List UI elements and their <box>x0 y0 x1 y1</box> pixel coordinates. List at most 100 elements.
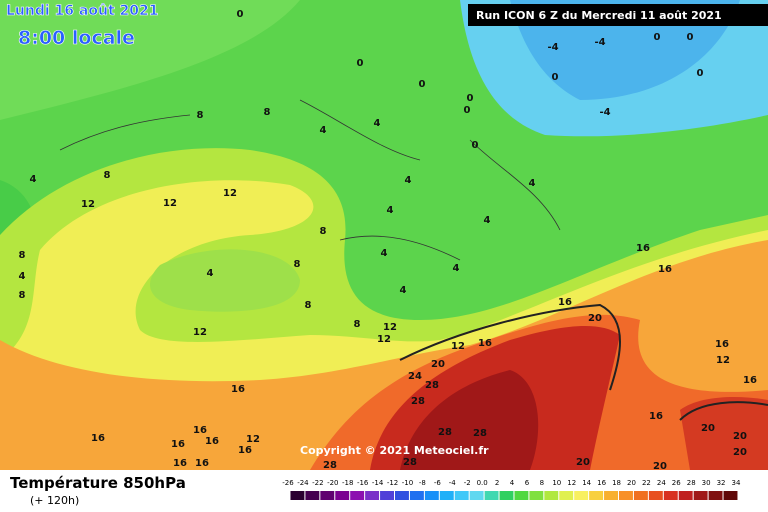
scale-label: 6 <box>525 479 530 487</box>
contour-label: 12 <box>193 327 207 338</box>
scale-label: -20 <box>327 479 338 487</box>
scale-swatch <box>723 491 738 500</box>
cool-pocket <box>150 249 300 312</box>
contour-label: 16 <box>205 436 219 447</box>
contour-label: 4 <box>453 263 460 274</box>
scale-label: 26 <box>672 479 681 487</box>
scale-swatch <box>380 491 394 500</box>
contour-label: 12 <box>451 341 465 352</box>
contour-label: 0 <box>419 79 426 90</box>
scale-swatch <box>559 491 574 500</box>
contour-label: 24 <box>408 371 422 382</box>
scale-label: -2 <box>464 479 471 487</box>
contour-label: 12 <box>81 199 95 210</box>
contour-label: 0 <box>357 58 364 69</box>
contour-label: 4 <box>30 174 37 185</box>
contour-label: 4 <box>381 248 388 259</box>
scale-swatch <box>350 491 365 500</box>
contour-label: 0 <box>472 140 479 151</box>
scale-swatch <box>335 491 350 500</box>
contour-label: 4 <box>400 285 407 296</box>
contour-label: -4 <box>547 42 558 53</box>
contour-label: 28 <box>323 460 337 471</box>
coastlines <box>59 99 561 261</box>
scale-swatch <box>693 491 708 500</box>
contour-label: 4 <box>529 178 536 189</box>
contour-label: 20 <box>588 313 602 324</box>
contour-label: 16 <box>478 338 492 349</box>
scale-label: -10 <box>402 479 413 487</box>
contour-label: 28 <box>425 380 439 391</box>
scale-swatch <box>678 491 693 500</box>
contour-label: 4 <box>374 118 381 129</box>
contour-label: 4 <box>320 125 327 136</box>
scale-label: -26 <box>282 479 294 487</box>
contour-label: 4 <box>484 215 491 226</box>
scale-swatch <box>320 491 335 500</box>
contour-label: 8 <box>294 259 301 270</box>
scale-label: 28 <box>687 479 696 487</box>
contour-label: 20 <box>576 457 590 468</box>
scale-label: -4 <box>449 479 457 487</box>
contour-label: 16 <box>195 458 209 469</box>
scale-label: -24 <box>297 479 309 487</box>
scale-swatch <box>708 491 723 500</box>
contour-label: 20 <box>733 447 747 458</box>
contour-label: 8 <box>19 290 26 301</box>
contour-label: 8 <box>354 319 361 330</box>
scale-swatch <box>589 491 604 500</box>
contour-label: 28 <box>403 457 417 468</box>
scale-swatch <box>424 491 439 500</box>
scale-swatch <box>290 491 305 500</box>
contour-label: 16 <box>743 375 757 386</box>
contour-label: 0 <box>237 9 244 20</box>
contour-label: 0 <box>654 32 661 43</box>
east-hot-area <box>680 397 768 470</box>
scale-label: -16 <box>357 479 369 487</box>
scale-label: 32 <box>717 479 726 487</box>
run-box <box>468 4 768 26</box>
contour-label: 16 <box>231 384 245 395</box>
contour-label: 4 <box>207 268 214 279</box>
footer-title: Température 850hPa <box>10 474 186 492</box>
contour-label: 16 <box>238 445 252 456</box>
scale-label: 20 <box>627 479 636 487</box>
scale-label: 16 <box>597 479 606 487</box>
scale-swatch <box>305 491 320 500</box>
contour-label: 12 <box>163 198 177 209</box>
scale-swatch <box>514 491 529 500</box>
copyright: Copyright © 2021 Meteociel.fr <box>300 444 489 457</box>
contour-label: 12 <box>223 188 237 199</box>
scale-label: -18 <box>342 479 353 487</box>
scale-label: 30 <box>702 479 711 487</box>
contour-label: -4 <box>599 107 610 118</box>
scale-swatch <box>409 491 424 500</box>
extreme-core <box>400 370 539 470</box>
scale-label: 0.0 <box>477 479 488 487</box>
scale-label: 8 <box>540 479 544 487</box>
contour-label: 0 <box>687 32 694 43</box>
scale-label: -14 <box>372 479 384 487</box>
contour-label: 8 <box>305 300 312 311</box>
contour-label: 4 <box>405 175 412 186</box>
contour-label: 20 <box>653 461 667 472</box>
scale-label: 22 <box>642 479 651 487</box>
contour-label: 28 <box>473 428 487 439</box>
contour-label: 16 <box>636 243 650 254</box>
contour-label: 20 <box>701 423 715 434</box>
scale-label: 14 <box>582 479 591 487</box>
contour-label: 16 <box>649 411 663 422</box>
contour-label: 28 <box>411 396 425 407</box>
scale-swatch <box>604 491 618 500</box>
contour-label: 16 <box>193 425 207 436</box>
scale-label: 34 <box>732 479 741 487</box>
contour-label: 8 <box>320 226 327 237</box>
contour-label: 12 <box>383 322 397 333</box>
contour-label: 0 <box>464 105 471 116</box>
contour-label: 8 <box>104 170 111 181</box>
contour-label: 20 <box>431 359 445 370</box>
scale-swatch <box>439 491 454 500</box>
scale-swatch <box>454 491 469 500</box>
scale-label: -6 <box>434 479 442 487</box>
